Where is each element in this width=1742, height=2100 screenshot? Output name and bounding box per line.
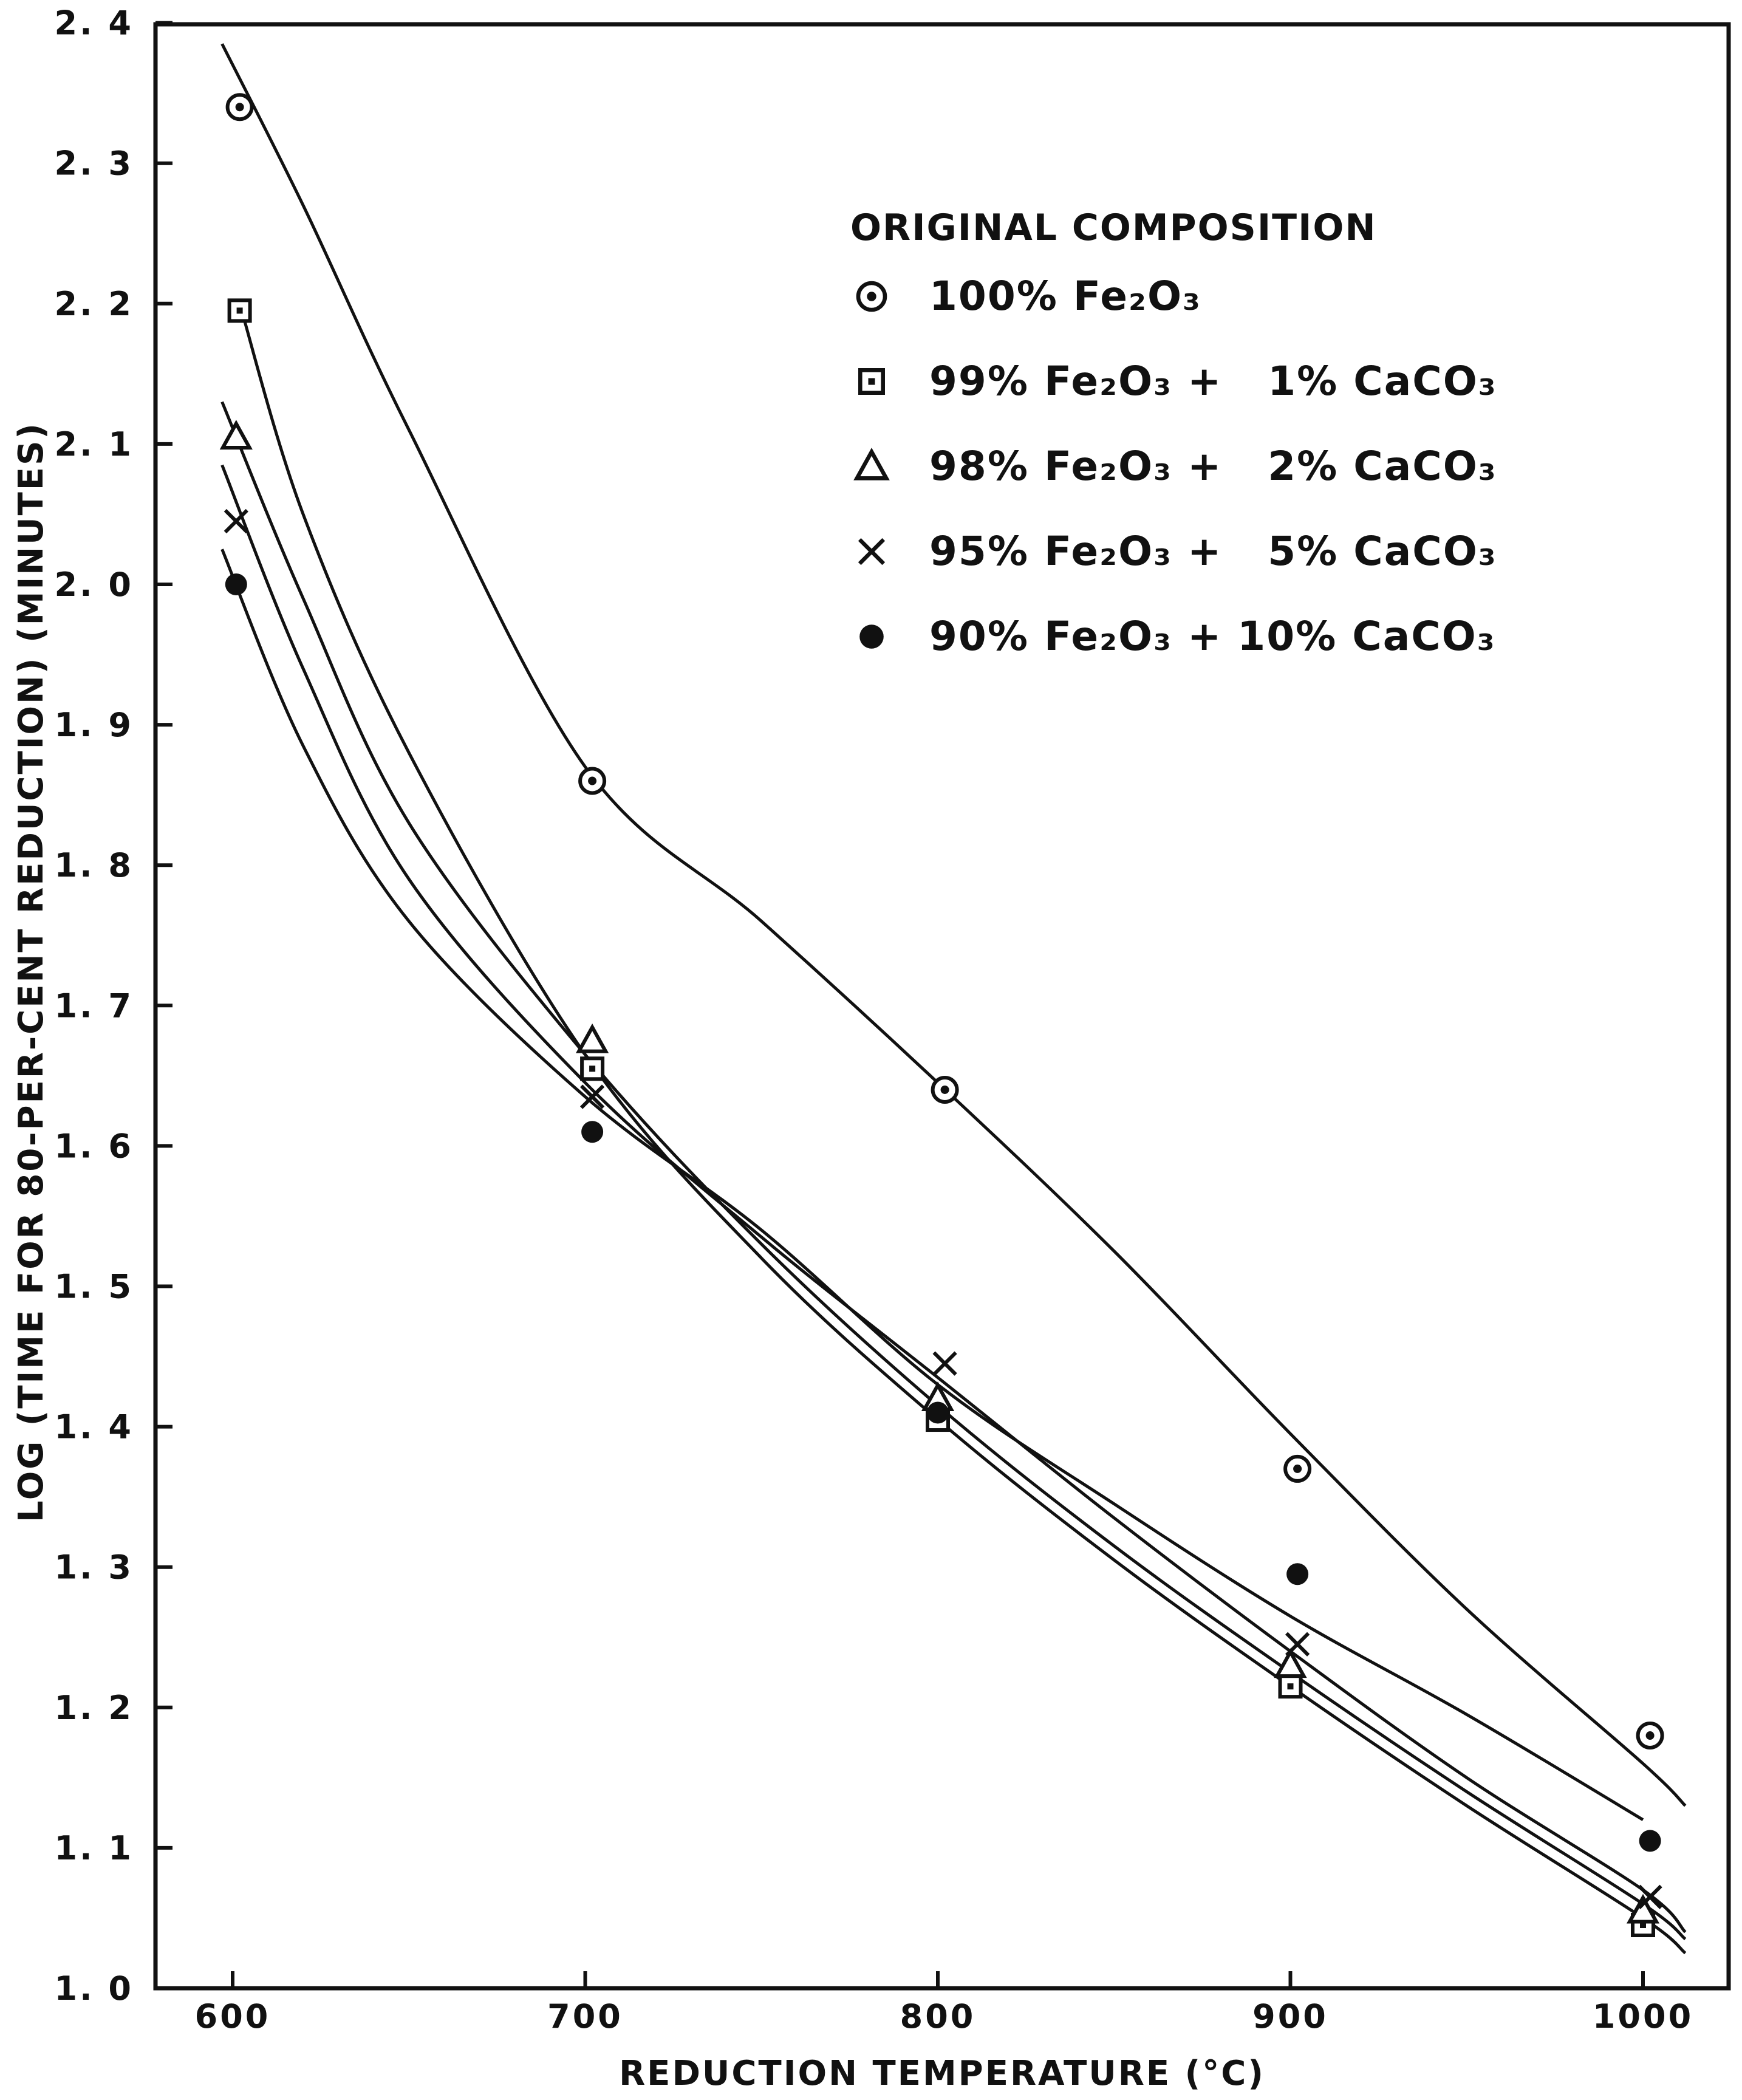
marker-filled <box>581 1121 604 1143</box>
y-tick-label: 1. 6 <box>55 1127 134 1165</box>
data-point-series-3 <box>1626 1893 1660 1924</box>
data-point-series-3 <box>219 420 253 450</box>
marker-filled <box>225 573 247 595</box>
marker-triangle <box>1274 1648 1307 1678</box>
marker-dot <box>868 378 875 385</box>
y-axis: 1. 0 1. 1 1. 2 1. 3 1. 4 1. 5 1. 6 1. 7 1. 8 1. 9… <box>55 4 172 2008</box>
legend-marker-3 <box>853 448 890 481</box>
marker-filled <box>927 1401 949 1424</box>
data-point-series-1 <box>931 1075 959 1104</box>
data-point-series-5 <box>581 1121 604 1143</box>
legend-marker-5 <box>859 624 884 649</box>
marker-dot <box>235 103 244 112</box>
series-curve-4 <box>220 464 1687 1934</box>
y-tick-label: 1. 8 <box>55 846 134 884</box>
data-point-series-3 <box>576 1023 609 1053</box>
marker-dot <box>236 307 243 314</box>
marker-stroke <box>224 508 248 534</box>
x-tick-label: 700 <box>547 1997 623 2036</box>
data-point-series-5 <box>927 1401 949 1424</box>
legend-label-2: 99% Fe₂O₃ + 1% CaCO₃ <box>929 358 1497 405</box>
legend: ORIGINAL COMPOSITION 100% Fe₂O₃ 99% Fe₂O₃… <box>850 207 1497 660</box>
y-tick-label: 2. 0 <box>55 566 134 604</box>
x-tick-label: 600 <box>195 1997 271 2036</box>
data-point-series-1 <box>578 767 607 795</box>
legend-label-5: 90% Fe₂O₃ + 10% CaCO₃ <box>929 613 1496 660</box>
x-tick-label: 1000 <box>1593 1997 1693 2036</box>
marker-filled <box>1286 1563 1309 1585</box>
data-point-series-2 <box>580 1056 605 1081</box>
marker-filled <box>859 624 884 649</box>
data-point-series-4 <box>224 508 248 534</box>
marker-dot <box>589 1065 596 1072</box>
data-point-series-3 <box>1274 1648 1307 1678</box>
series-curve-1 <box>220 43 1687 1807</box>
marker-dot <box>1293 1464 1302 1473</box>
y-tick-label: 2. 3 <box>55 145 134 183</box>
x-tick-label: 900 <box>1252 1997 1328 2036</box>
marker-square <box>227 298 252 323</box>
data-point-series-4 <box>932 1351 957 1376</box>
marker-dot <box>940 1085 949 1094</box>
marker-dot <box>1287 1683 1294 1690</box>
legend-marker-2 <box>858 368 886 395</box>
marker-dot <box>1645 1731 1655 1740</box>
y-axis-title: LOG (TIME FOR 80-PER-CENT REDUCTION) (MI… <box>12 422 51 1522</box>
x-axis-title: REDUCTION TEMPERATURE (°C) <box>619 2054 1265 2093</box>
series-curve-5 <box>220 549 1644 1821</box>
data-point-series-2 <box>1278 1674 1303 1699</box>
marker-stroke <box>1638 1884 1662 1909</box>
x-axis: 600 700 800 900 1000 <box>195 1971 1693 2036</box>
y-tick-label: 1. 2 <box>55 1689 134 1727</box>
data-point-series-5 <box>1286 1563 1309 1585</box>
data-points <box>219 93 1664 1938</box>
marker-stroke <box>579 1084 605 1109</box>
marker-triangle <box>576 1023 609 1053</box>
data-point-series-4 <box>1638 1884 1662 1909</box>
legend-label-3: 98% Fe₂O₃ + 2% CaCO₃ <box>929 443 1497 490</box>
marker-dot <box>1640 1922 1646 1929</box>
series-curve-3 <box>220 401 1687 1941</box>
series-curve-2 <box>238 303 1687 1955</box>
data-point-series-1 <box>1636 1722 1664 1750</box>
marker-dot <box>588 776 597 785</box>
y-tick-label: 1. 0 <box>55 1969 134 2008</box>
y-tick-label: 1. 1 <box>55 1829 134 1867</box>
y-tick-label: 1. 4 <box>55 1408 134 1446</box>
y-tick-label: 1. 5 <box>55 1268 134 1306</box>
y-tick-label: 1. 9 <box>55 706 134 744</box>
marker-triangle <box>219 420 253 450</box>
legend-marker-1 <box>856 281 887 312</box>
fitted-curves <box>220 43 1687 1955</box>
y-tick-label: 1. 3 <box>55 1548 134 1587</box>
data-point-series-5 <box>225 573 247 595</box>
legend-marker-4 <box>858 538 886 566</box>
marker-triangle <box>1626 1893 1660 1924</box>
legend-label-4: 95% Fe₂O₃ + 5% CaCO₃ <box>929 528 1497 575</box>
data-point-series-5 <box>1639 1830 1661 1852</box>
marker-dot <box>867 292 876 301</box>
y-tick-label: 2. 2 <box>55 285 134 323</box>
data-point-series-4 <box>579 1084 605 1109</box>
marker-filled <box>1639 1830 1661 1852</box>
marker-stroke <box>1285 1632 1310 1657</box>
data-point-series-4 <box>1285 1632 1310 1657</box>
marker-stroke <box>858 538 886 566</box>
legend-title: ORIGINAL COMPOSITION <box>850 207 1377 249</box>
y-tick-label: 1. 7 <box>55 987 134 1025</box>
marker-stroke <box>932 1351 957 1376</box>
data-point-series-2 <box>227 298 252 323</box>
data-point-series-1 <box>1283 1454 1312 1483</box>
y-tick-label: 2. 4 <box>55 4 134 43</box>
x-tick-label: 800 <box>900 1997 976 2036</box>
marker-triangle <box>853 448 890 481</box>
data-point-series-1 <box>225 93 254 121</box>
legend-label-1: 100% Fe₂O₃ <box>929 273 1201 320</box>
y-tick-label: 2. 1 <box>55 425 134 463</box>
